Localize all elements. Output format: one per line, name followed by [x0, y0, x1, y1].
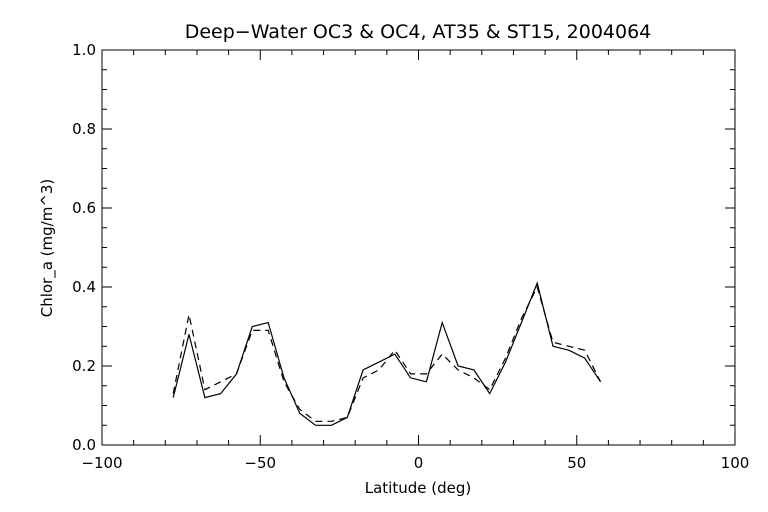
plot-area	[101, 49, 736, 446]
series-line-dashed	[172, 285, 602, 422]
y-tick-label: 0.6	[72, 199, 96, 217]
y-tick-label: 1.0	[72, 41, 96, 59]
x-tick-label: −100	[81, 454, 122, 472]
y-tick-label: 0.8	[72, 120, 96, 138]
chart-title: Deep−Water OC3 & OC4, AT35 & ST15, 20040…	[185, 21, 652, 43]
x-tick-label: 100	[721, 454, 750, 472]
x-axis-title: Latitude (deg)	[365, 479, 471, 497]
x-tick-label: −50	[244, 454, 276, 472]
x-axis: −100 −50 0 50 100	[81, 50, 749, 472]
y-tick-label: 0.0	[72, 436, 96, 454]
x-tick-label: 0	[414, 454, 424, 472]
y-axis-title: Chlor_a (mg/m^3)	[38, 179, 57, 318]
x-tick-label: 50	[567, 454, 586, 472]
y-tick-label: 0.4	[72, 278, 96, 296]
y-axis: 0.0 0.2 0.4 0.6 0.8 1.0	[72, 41, 735, 454]
plot-frame	[101, 49, 736, 446]
y-tick-label: 0.2	[72, 357, 96, 375]
series-line-solid	[172, 281, 601, 426]
series-layer	[172, 281, 602, 426]
